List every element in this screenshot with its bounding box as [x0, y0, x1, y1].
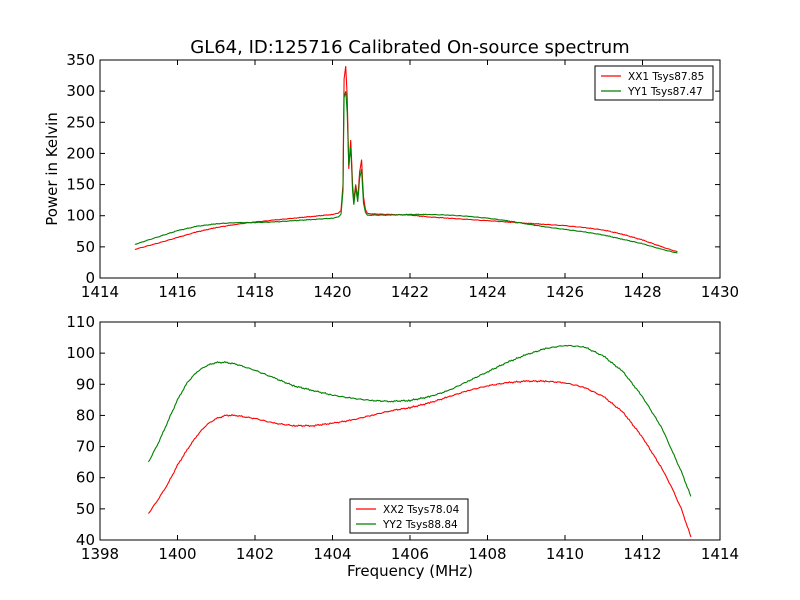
- top-y-axis-label: Power in Kelvin: [43, 112, 61, 226]
- top-legend: XX1 Tsys87.85 YY1 Tsys87.47: [594, 65, 714, 101]
- y-tick-label: 0: [85, 269, 95, 287]
- x-tick-label: 1412: [623, 545, 661, 563]
- x-tick-label: 1400: [158, 545, 196, 563]
- x-tick-label: 1408: [468, 545, 506, 563]
- series-line-yy2: [147, 344, 692, 497]
- legend-entry: XX2 Tsys78.04: [383, 504, 460, 516]
- y-tick-label: 350: [66, 51, 95, 69]
- y-tick-label: 80: [76, 406, 95, 424]
- top-panel: 1414 1416 1418 1420 1422 1424 1426 1428 1430 0 50 1…: [43, 51, 739, 301]
- x-tick-label: 1410: [546, 545, 584, 563]
- x-tick-label: 1414: [701, 545, 739, 563]
- x-axis-label: Frequency (MHz): [347, 562, 473, 580]
- legend-entry: YY1 Tsys87.47: [627, 86, 703, 98]
- x-tick-label: 1424: [468, 283, 506, 301]
- y-tick-label: 60: [76, 469, 95, 487]
- x-tick-label: 1402: [236, 545, 274, 563]
- x-tick-label: 1418: [236, 283, 274, 301]
- y-tick-label: 70: [76, 438, 95, 456]
- y-tick-label: 250: [66, 113, 95, 131]
- x-tick-label: 1428: [623, 283, 661, 301]
- x-tick-label: 1404: [313, 545, 351, 563]
- x-tick-label: 1430: [701, 283, 739, 301]
- series-line-xx2: [147, 379, 692, 538]
- y-tick-label: 100: [66, 207, 95, 225]
- y-tick-label: 40: [76, 531, 95, 549]
- y-tick-label: 50: [76, 500, 95, 518]
- x-tick-label: 1420: [313, 283, 351, 301]
- x-tick-label: 1406: [391, 545, 429, 563]
- figure-title: GL64, ID:125716 Calibrated On-source spe…: [190, 37, 629, 58]
- legend-box: [594, 65, 714, 101]
- x-tick-label: 1422: [391, 283, 429, 301]
- y-tick-label: 300: [66, 82, 95, 100]
- legend-entry: XX1 Tsys87.85: [628, 71, 704, 83]
- y-tick-label: 200: [66, 144, 95, 162]
- y-tick-label: 50: [76, 238, 95, 256]
- bottom-legend: XX2 Tsys78.04 YY2 Tsys88.84: [349, 498, 469, 534]
- x-tick-label: 1398: [81, 545, 119, 563]
- y-tick-label: 150: [66, 176, 95, 194]
- x-tick-label: 1426: [546, 283, 584, 301]
- x-tick-label: 1414: [81, 283, 119, 301]
- y-tick-label: 100: [66, 344, 95, 362]
- series-line-yy1: [134, 91, 678, 254]
- legend-entry: YY2 Tsys88.84: [382, 519, 458, 531]
- y-tick-label: 110: [66, 313, 95, 331]
- bottom-panel: 1398 1400 1402 1404 1406 1408 1410 1412 1414 40 50…: [66, 313, 739, 580]
- x-tick-label: 1416: [158, 283, 196, 301]
- y-tick-label: 90: [76, 375, 95, 393]
- legend-box: [349, 498, 469, 534]
